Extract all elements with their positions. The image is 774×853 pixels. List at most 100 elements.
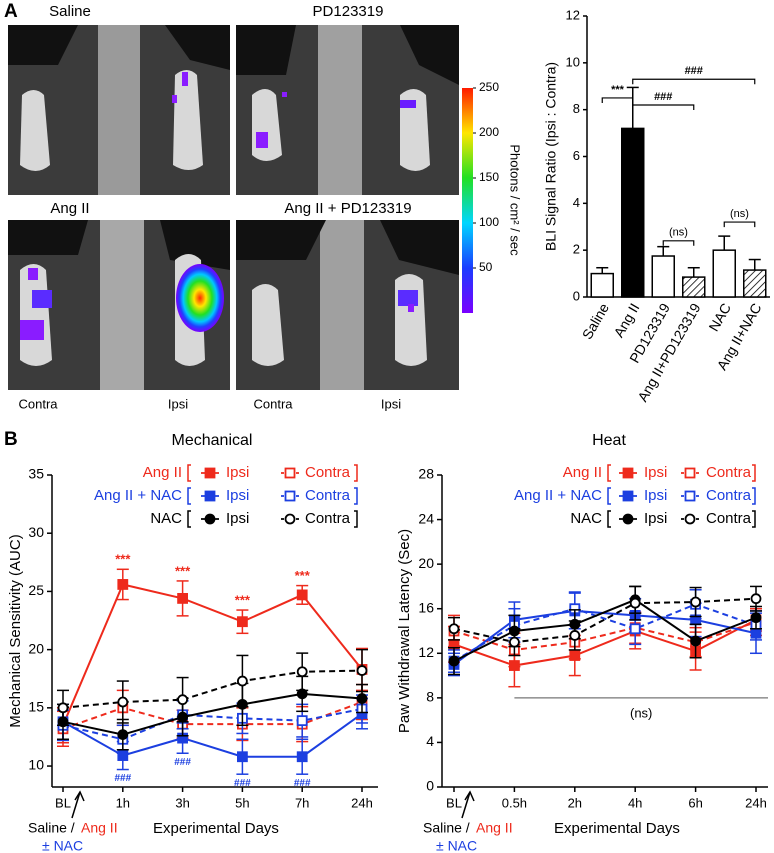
data-point <box>296 666 308 678</box>
data-point <box>509 636 520 648</box>
x-tick-label: BL <box>55 795 71 810</box>
colorbar-tick-label: 200 <box>479 125 499 139</box>
y-tick-label: 20 <box>418 555 434 571</box>
legend-marker <box>684 513 696 525</box>
legend-bracket <box>607 487 611 505</box>
bar <box>651 255 675 298</box>
legend-marker <box>284 513 296 525</box>
data-point <box>356 665 368 676</box>
y-tick-label: 20 <box>28 640 44 656</box>
treatment-note: Ang II <box>81 820 118 836</box>
arrow <box>461 791 471 819</box>
data-point <box>236 751 248 763</box>
data-point <box>569 630 581 641</box>
side-label: Contra <box>253 396 293 411</box>
y-tick-label: 25 <box>28 582 44 598</box>
legend-group: Ang II <box>563 464 602 481</box>
legend-label: Ipsi <box>226 510 249 527</box>
colorbar-tick-label: 250 <box>479 80 499 94</box>
data-point <box>569 650 581 661</box>
image-panel <box>236 220 459 390</box>
significance-label: *** <box>235 592 251 607</box>
series-line <box>62 669 363 709</box>
series-line <box>453 618 757 667</box>
significance-label: ### <box>654 91 672 103</box>
image-title: Ang II <box>50 200 89 217</box>
error-bar <box>687 266 700 278</box>
x-tick-label: 7h <box>295 795 309 810</box>
arrow-head <box>74 790 85 802</box>
ns-label: (ns) <box>630 705 652 720</box>
y-tick-label: 10 <box>28 757 44 773</box>
significance-label: ### <box>294 778 311 789</box>
legend-marker <box>204 513 216 525</box>
x-tick-label: 2h <box>568 795 582 810</box>
legend-label: Contra <box>706 510 752 527</box>
panel-letter: A <box>4 1 18 22</box>
error-bar <box>748 258 761 271</box>
treatment-note: Saline / <box>28 820 75 836</box>
x-tick-label: 24h <box>351 795 373 810</box>
significance-label: *** <box>611 84 625 96</box>
legend-group: Ang II + NAC <box>514 487 602 504</box>
chart-title: Heat <box>592 432 626 449</box>
y-tick-label: 4 <box>573 195 580 210</box>
bar <box>712 249 736 298</box>
x-tick-label: Ang II <box>610 300 642 340</box>
image-panel <box>236 25 459 195</box>
side-label: Ipsi <box>168 396 188 411</box>
side-label: Contra <box>18 396 58 411</box>
error-bar <box>596 266 609 274</box>
legend-label: Ipsi <box>226 464 249 481</box>
significance-label: ### <box>685 65 703 77</box>
data-point <box>448 623 460 635</box>
legend-marker <box>622 513 634 525</box>
x-tick-label: 0.5h <box>502 795 527 810</box>
y-axis-label: Mechanical Sensitivity (AUC) <box>7 534 24 727</box>
chart-title: Mechanical <box>172 432 253 449</box>
legend-marker <box>622 490 634 502</box>
data-point <box>508 660 520 671</box>
treatment-note: ± NAC <box>436 838 477 853</box>
colorbar <box>462 88 473 313</box>
significance-label: ### <box>114 773 131 784</box>
y-tick-label: 16 <box>418 599 434 615</box>
y-tick-label: 30 <box>28 524 44 540</box>
data-point <box>448 655 460 667</box>
treatment-note: Ang II <box>476 820 513 836</box>
significance-label: (ns) <box>669 227 688 239</box>
legend-marker <box>284 467 296 479</box>
treatment-note: Saline / <box>423 820 470 836</box>
series-line <box>453 603 757 662</box>
legend-marker <box>684 490 696 502</box>
arrow <box>71 791 81 819</box>
x-axis-label: Experimental Days <box>153 820 279 837</box>
x-axis-label: Experimental Days <box>554 820 680 837</box>
legend-bracket <box>187 510 191 528</box>
x-tick-label: 5h <box>235 795 249 810</box>
image-title: Saline <box>49 3 91 20</box>
legend-group: NAC <box>150 510 182 527</box>
data-point <box>296 751 308 763</box>
data-point <box>117 696 129 708</box>
legend-group: Ang II + NAC <box>94 487 182 504</box>
legend-bracket <box>752 487 756 505</box>
series-line <box>62 583 363 726</box>
legend-bracket <box>187 487 191 505</box>
legend-marker <box>684 467 696 479</box>
y-tick-label: 0 <box>573 288 580 303</box>
data-point <box>57 716 69 728</box>
legend-label: Ipsi <box>226 487 249 504</box>
error-bar <box>657 245 670 257</box>
data-point <box>690 596 701 608</box>
y-tick-label: 8 <box>426 689 434 705</box>
data-point <box>177 694 189 706</box>
data-point <box>750 593 762 605</box>
data-point <box>296 688 308 700</box>
significance-bracket <box>632 104 695 110</box>
legend-bracket <box>752 510 756 528</box>
y-tick-label: 8 <box>573 101 580 116</box>
y-axis-label: Paw Withdrawal Latency (Sec) <box>396 529 413 733</box>
x-tick-label: 4h <box>628 795 642 810</box>
